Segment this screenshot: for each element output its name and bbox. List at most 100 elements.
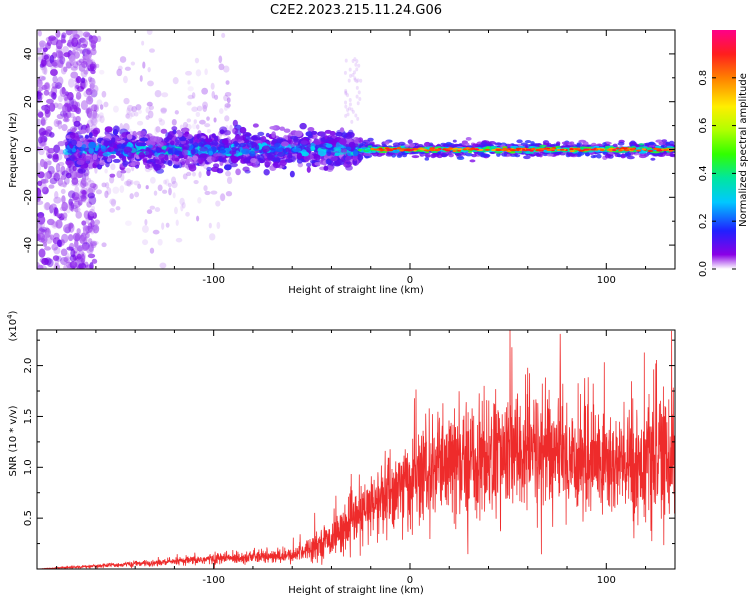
- spectrogram-cell: [602, 142, 607, 146]
- spectrogram-cell: [244, 135, 251, 140]
- spectrogram-cell: [124, 66, 131, 71]
- spectrogram-cell: [55, 162, 61, 173]
- spectrogram-cell: [626, 155, 635, 160]
- spectrogram-cell: [325, 143, 333, 148]
- spectrogram-cell: [638, 154, 647, 159]
- spectrogram-cell: [172, 77, 179, 85]
- spectrogram-cell: [593, 154, 598, 158]
- spectrogram-cell: [37, 76, 42, 85]
- spectrogram-cell: [515, 147, 522, 150]
- spectrogram-cell: [638, 143, 645, 146]
- spectrogram-cell: [65, 167, 72, 175]
- spectrogram-cell: [46, 218, 55, 226]
- spectrogram-cell: [213, 94, 219, 100]
- spectrogram-cell: [100, 145, 107, 152]
- spectrogram-cell: [204, 68, 208, 76]
- spectrogram-cell: [75, 76, 82, 84]
- spectrogram-cell: [196, 215, 200, 222]
- spectrogram-cell: [144, 219, 148, 226]
- spectrogram-cell: [141, 40, 145, 46]
- tick-label: 1.0: [23, 459, 34, 475]
- spectrogram-cell: [198, 157, 205, 164]
- spectrogram-cell: [310, 142, 317, 150]
- spectrogram-cell: [109, 173, 116, 178]
- spectrogram-cell: [267, 152, 276, 158]
- spectrogram-cell: [37, 47, 43, 53]
- snr-series-line: [37, 330, 675, 569]
- spectrogram-cell: [142, 61, 146, 69]
- spectrogram-cell: [72, 232, 81, 242]
- tick-label: 1.5: [23, 408, 34, 424]
- spectrogram-cell: [83, 172, 89, 177]
- spectrogram-cell: [330, 155, 338, 162]
- spectrogram-cell: [89, 240, 98, 247]
- spectrogram-cell: [81, 220, 87, 226]
- spectrogram-cell: [57, 95, 63, 103]
- tick-label: 0: [407, 575, 413, 586]
- spectrogram-cell: [40, 117, 46, 126]
- spectrogram-cell: [67, 78, 75, 88]
- spectrogram-cell: [88, 147, 94, 154]
- spectrogram-cell: [184, 158, 191, 166]
- spectrogram-cell: [318, 131, 327, 138]
- spectrogram-cell: [125, 220, 132, 226]
- spectrogram-cell: [54, 191, 59, 199]
- spectrogram-cell: [37, 162, 41, 173]
- spectrogram-cell: [85, 108, 90, 115]
- spectrogram-cell: [386, 148, 391, 151]
- spectrogram-cell: [167, 154, 173, 159]
- spectrogram-cell: [181, 143, 190, 150]
- spectrogram-cell: [65, 252, 70, 261]
- spectrogram-cell: [209, 233, 216, 241]
- spectrogram-cell: [109, 175, 115, 184]
- tick-label: 0: [23, 146, 34, 152]
- spectrogram-cell: [448, 153, 454, 158]
- spectrogram-cell: [326, 165, 334, 172]
- spectrogram-cell: [67, 234, 74, 242]
- spectrogram-cell: [148, 105, 154, 111]
- spectrogram-cell: [641, 148, 647, 151]
- spectrogram-cell: [348, 129, 354, 135]
- spectrogram-cell: [65, 61, 72, 69]
- spectrogram-cell: [37, 200, 44, 206]
- spectrogram-cell: [165, 137, 172, 141]
- spectrogram-cell: [154, 126, 158, 135]
- spectrogram-cell: [308, 134, 313, 139]
- spectrogram-cell: [117, 65, 123, 71]
- spectrogram-cell: [204, 138, 213, 143]
- spectrogram-cell: [112, 186, 120, 194]
- spectrogram-cell: [77, 200, 83, 206]
- colorbar-ticks: 0.0 0.2 0.4 0.6 0.8: [698, 70, 736, 277]
- spectrogram-cell: [66, 261, 72, 269]
- spectrogram-cell: [37, 111, 44, 118]
- spectrogram-cell: [345, 165, 353, 171]
- spectrogram-cell: [149, 48, 155, 53]
- spectrogram-cell: [163, 179, 167, 185]
- spectrogram-cell: [116, 68, 123, 77]
- spectrogram-cell: [71, 127, 76, 133]
- spectrogram-cell: [561, 141, 570, 145]
- spectrogram-cell: [272, 156, 281, 164]
- spectrogram-cell: [70, 265, 76, 269]
- spectrogram-cell: [434, 148, 441, 151]
- spectrogram-cell: [114, 147, 123, 153]
- spectrogram-cell: [344, 100, 348, 105]
- spectrogram-cell: [373, 148, 380, 151]
- spectrogram-ticks: -100 0 100 -40 -20 0 20 40: [23, 29, 675, 286]
- spectrogram-cell: [631, 147, 636, 150]
- spectrogram-cell: [472, 143, 479, 148]
- spectrogram-cell: [655, 139, 663, 143]
- spectrogram-cell: [88, 105, 93, 114]
- spectrogram-cell: [72, 165, 77, 172]
- spectrogram-cell: [242, 166, 250, 172]
- spectrogram-cell: [179, 197, 185, 206]
- spectrogram-cell: [42, 186, 49, 195]
- spectrogram-cell: [41, 257, 49, 266]
- spectrogram-cell: [101, 242, 107, 248]
- spectrogram-cell: [85, 231, 90, 239]
- spectrogram-cell: [161, 92, 169, 98]
- spectrogram-cell: [289, 170, 295, 178]
- spectrogram-cell: [56, 213, 62, 218]
- spectrogram-cell: [82, 31, 91, 38]
- spectrogram-cell: [445, 149, 451, 152]
